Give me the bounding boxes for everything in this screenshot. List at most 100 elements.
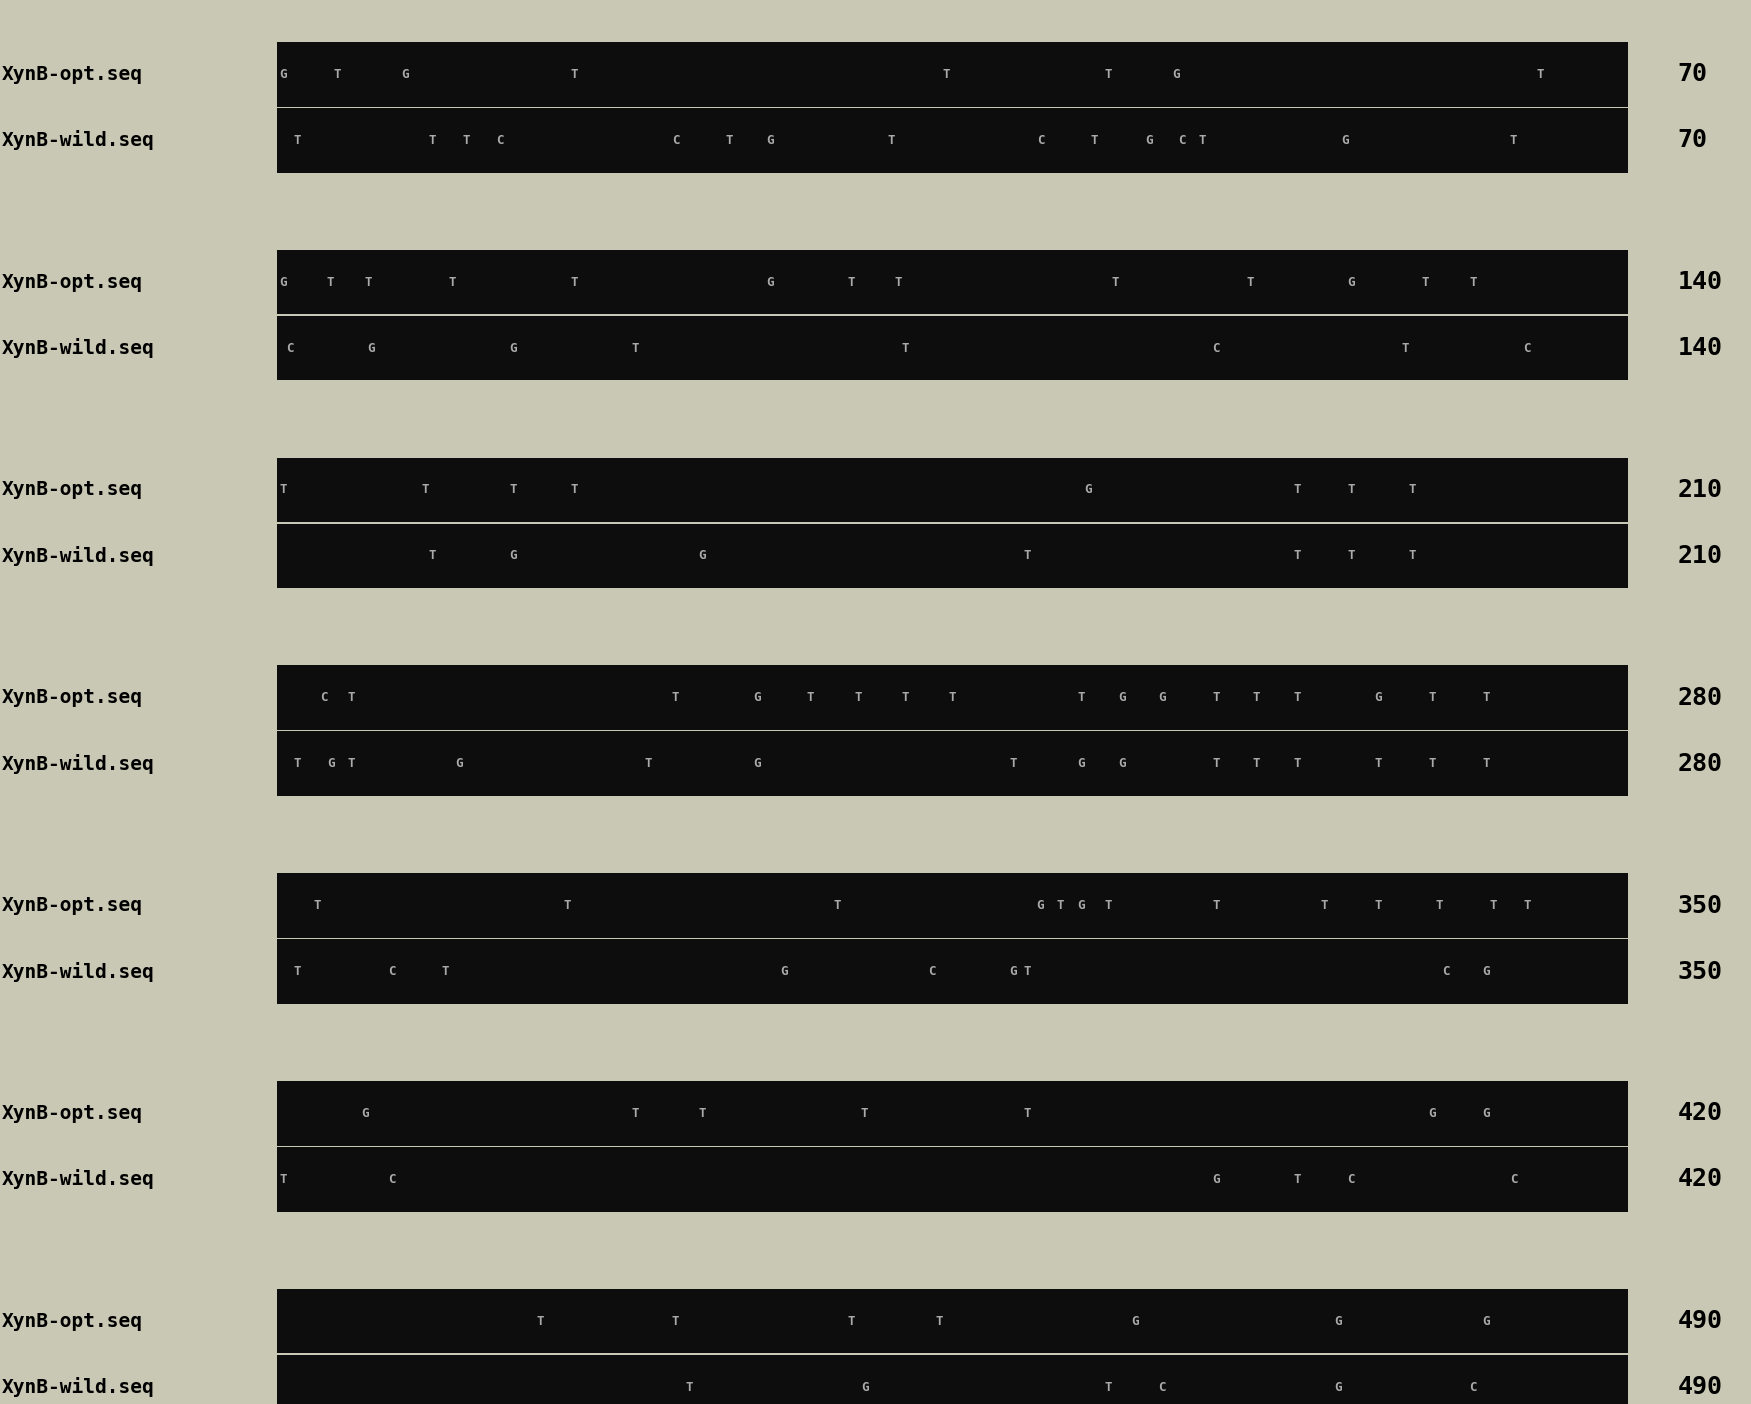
Bar xyxy=(277,1147,1628,1212)
Text: XynB-wild.seq: XynB-wild.seq xyxy=(2,1377,154,1397)
Text: 490: 490 xyxy=(1677,1309,1723,1334)
Text: T: T xyxy=(1254,691,1261,705)
Text: T: T xyxy=(1105,67,1112,81)
Text: C: C xyxy=(928,965,937,979)
Text: T: T xyxy=(1469,275,1476,289)
Text: 70: 70 xyxy=(1677,128,1707,153)
Text: T: T xyxy=(644,757,651,771)
Text: T: T xyxy=(1058,899,1065,913)
Text: XynB-opt.seq: XynB-opt.seq xyxy=(2,480,144,500)
Text: T: T xyxy=(847,1314,854,1328)
Text: T: T xyxy=(1077,691,1084,705)
Text: T: T xyxy=(1348,483,1355,497)
Text: G: G xyxy=(1375,691,1382,705)
Text: T: T xyxy=(1375,757,1382,771)
Text: T: T xyxy=(672,691,679,705)
Text: T: T xyxy=(1320,899,1327,913)
Bar xyxy=(277,524,1628,588)
Bar xyxy=(277,250,1628,314)
Text: G: G xyxy=(280,67,287,81)
Text: G: G xyxy=(753,757,760,771)
Text: T: T xyxy=(1247,275,1254,289)
Text: T: T xyxy=(1375,899,1382,913)
Text: T: T xyxy=(1010,757,1017,771)
Text: T: T xyxy=(429,549,436,563)
Text: G: G xyxy=(1010,965,1017,979)
Text: T: T xyxy=(327,275,334,289)
Text: T: T xyxy=(902,691,909,705)
Bar xyxy=(277,316,1628,380)
Text: G: G xyxy=(1334,1380,1341,1394)
Text: C: C xyxy=(320,691,327,705)
Text: T: T xyxy=(571,483,578,497)
Text: T: T xyxy=(292,965,301,979)
Text: T: T xyxy=(364,275,373,289)
Text: T: T xyxy=(334,67,341,81)
Text: T: T xyxy=(1212,899,1220,913)
Text: T: T xyxy=(510,483,517,497)
Text: G: G xyxy=(1037,899,1044,913)
Text: T: T xyxy=(448,275,457,289)
Text: T: T xyxy=(942,67,949,81)
Bar xyxy=(277,665,1628,730)
Text: T: T xyxy=(833,899,842,913)
Text: 280: 280 xyxy=(1677,685,1723,710)
Text: G: G xyxy=(510,341,517,355)
Text: C: C xyxy=(387,1172,396,1186)
Text: 490: 490 xyxy=(1677,1375,1723,1400)
Text: T: T xyxy=(1294,757,1301,771)
Text: G: G xyxy=(1483,1106,1490,1120)
Text: 210: 210 xyxy=(1677,543,1723,569)
Text: C: C xyxy=(1509,1172,1518,1186)
Text: T: T xyxy=(1212,757,1220,771)
Text: 280: 280 xyxy=(1677,751,1723,776)
Text: G: G xyxy=(1117,691,1126,705)
Bar xyxy=(277,731,1628,796)
Text: C: C xyxy=(1469,1380,1476,1394)
Text: T: T xyxy=(292,133,301,147)
Text: C: C xyxy=(1443,965,1450,979)
Text: T: T xyxy=(1429,691,1436,705)
Text: T: T xyxy=(1294,1172,1301,1186)
Text: T: T xyxy=(672,1314,679,1328)
Text: T: T xyxy=(1537,67,1544,81)
Text: G: G xyxy=(1483,965,1490,979)
Text: T: T xyxy=(1490,899,1497,913)
Text: T: T xyxy=(888,133,895,147)
Text: XynB-wild.seq: XynB-wild.seq xyxy=(2,546,154,566)
Text: XynB-opt.seq: XynB-opt.seq xyxy=(2,896,144,915)
Text: G: G xyxy=(455,757,462,771)
Text: T: T xyxy=(1105,1380,1112,1394)
Text: T: T xyxy=(1105,899,1112,913)
Text: T: T xyxy=(1023,1106,1031,1120)
Text: G: G xyxy=(779,965,788,979)
Text: T: T xyxy=(630,341,639,355)
Text: T: T xyxy=(699,1106,706,1120)
Text: T: T xyxy=(1436,899,1443,913)
Bar xyxy=(277,108,1628,173)
Text: C: C xyxy=(1037,133,1044,147)
Text: T: T xyxy=(313,899,320,913)
Text: G: G xyxy=(699,549,706,563)
Bar xyxy=(277,1081,1628,1146)
Text: T: T xyxy=(1523,899,1530,913)
Text: G: G xyxy=(510,549,517,563)
Text: T: T xyxy=(1199,133,1206,147)
Text: G: G xyxy=(1483,1314,1490,1328)
Text: G: G xyxy=(767,133,774,147)
Text: T: T xyxy=(685,1380,693,1394)
Text: T: T xyxy=(1023,549,1031,563)
Text: G: G xyxy=(368,341,375,355)
Text: T: T xyxy=(280,483,287,497)
Text: 140: 140 xyxy=(1677,336,1723,361)
Text: T: T xyxy=(895,275,902,289)
Text: T: T xyxy=(1429,757,1436,771)
Text: T: T xyxy=(292,757,301,771)
Text: T: T xyxy=(1483,691,1490,705)
Text: XynB-opt.seq: XynB-opt.seq xyxy=(2,65,144,84)
Text: G: G xyxy=(1348,275,1355,289)
Text: XynB-wild.seq: XynB-wild.seq xyxy=(2,754,154,774)
Text: G: G xyxy=(1212,1172,1220,1186)
Text: T: T xyxy=(847,275,854,289)
Text: T: T xyxy=(422,483,429,497)
